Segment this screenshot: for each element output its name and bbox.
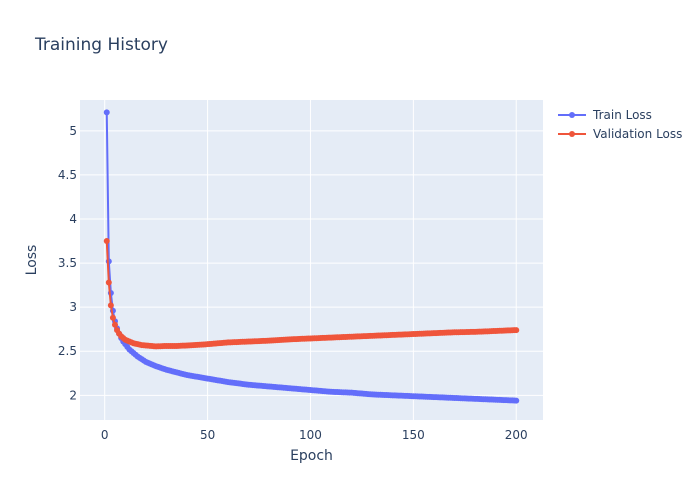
y-ticks: 2 2.5 3 3.5 4 4.5 5	[58, 124, 77, 402]
x-tick-label: 200	[505, 428, 528, 442]
chart-title: Training History	[34, 35, 168, 55]
plot-area	[80, 100, 543, 420]
x-tick-label: 100	[299, 428, 322, 442]
legend-marker-swatch	[569, 131, 575, 137]
y-tick-label: 5	[69, 124, 77, 138]
x-tick-label: 0	[101, 428, 109, 442]
data-point	[103, 109, 110, 116]
data-point	[513, 327, 520, 334]
series-layer	[103, 109, 520, 404]
legend-item-train-loss[interactable]: Train Loss	[558, 108, 652, 122]
legend[interactable]: Train Loss Validation Loss	[558, 108, 682, 141]
y-tick-label: 2.5	[58, 344, 77, 358]
y-tick-label: 4.5	[58, 168, 77, 182]
x-axis-title: Epoch	[290, 448, 333, 464]
legend-label: Validation Loss	[593, 127, 682, 141]
grid	[80, 100, 543, 420]
legend-label: Train Loss	[592, 108, 652, 122]
y-tick-label: 3.5	[58, 256, 77, 270]
data-point	[103, 238, 110, 245]
y-tick-label: 2	[69, 388, 77, 402]
x-tick-label: 150	[402, 428, 425, 442]
x-ticks: 0 50 100 150 200	[101, 428, 528, 442]
data-point	[513, 397, 520, 404]
y-tick-label: 3	[69, 300, 77, 314]
y-tick-label: 4	[69, 212, 77, 226]
x-tick-label: 50	[200, 428, 215, 442]
legend-marker-swatch	[569, 112, 575, 118]
data-point	[109, 314, 116, 321]
data-point	[107, 302, 114, 309]
legend-item-validation-loss[interactable]: Validation Loss	[558, 127, 682, 141]
y-axis-title: Loss	[24, 245, 40, 276]
series-validation-loss	[103, 238, 520, 350]
data-point	[105, 279, 112, 286]
data-point	[111, 321, 118, 328]
